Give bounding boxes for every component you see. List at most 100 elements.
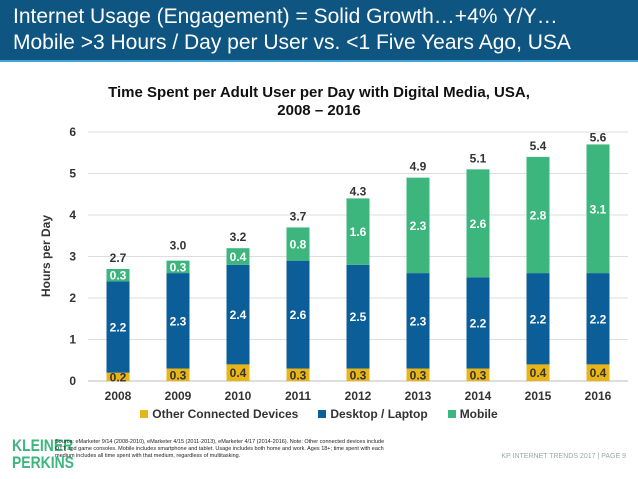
data-label: 2.5 — [350, 310, 367, 324]
y-tick-label: 2 — [69, 291, 76, 305]
page-footer: KP INTERNET TRENDS 2017 | PAGE 9 — [501, 453, 626, 460]
legend-swatch — [318, 410, 327, 418]
data-label: 2.3 — [410, 219, 427, 233]
legend-item: Desktop / Laptop — [318, 407, 428, 421]
bar-segment — [526, 364, 550, 381]
data-label: 0.3 — [350, 368, 367, 382]
x-tick-label: 2008 — [105, 389, 132, 403]
bar-segment — [466, 277, 490, 369]
legend-label: Other Connected Devices — [152, 407, 299, 421]
bar-segment — [106, 372, 130, 381]
data-label: 0.4 — [230, 250, 247, 264]
data-label: 0.4 — [590, 366, 607, 380]
legend-item: Other Connected Devices — [140, 407, 298, 421]
bar-segment — [226, 248, 250, 265]
bar-segment — [526, 273, 550, 365]
total-label: 3.7 — [290, 209, 307, 223]
y-tick-label: 0 — [69, 374, 76, 388]
legend-swatch — [447, 410, 456, 418]
bar-segment — [226, 364, 250, 381]
chart-title-line2: 2008 – 2016 — [277, 102, 361, 119]
total-label: 5.6 — [590, 131, 607, 145]
data-label: 2.8 — [530, 209, 547, 223]
x-tick-label: 2012 — [345, 389, 372, 403]
data-label: 2.2 — [590, 312, 607, 326]
data-label: 0.2 — [110, 370, 127, 384]
data-label: 1.6 — [350, 225, 367, 239]
x-tick-label: 2011 — [285, 389, 311, 403]
source-note: Source: eMarketer 9/14 (2008-2010), eMar… — [55, 439, 385, 459]
total-label: 3.0 — [170, 239, 187, 253]
data-label: 3.1 — [590, 202, 607, 216]
bar-segment — [586, 273, 610, 365]
slide-header: Internet Usage (Engagement) = Solid Grow… — [0, 0, 638, 62]
bar-segment — [586, 364, 610, 381]
total-label: 4.9 — [410, 160, 427, 174]
data-label: 0.4 — [530, 366, 547, 380]
bar-segment — [346, 264, 370, 369]
slide-title-line1: Internet Usage (Engagement) = Solid Grow… — [13, 5, 558, 28]
bar-segment — [466, 368, 490, 381]
bar-segment — [346, 368, 370, 381]
bar-segment — [166, 260, 190, 274]
bar-segment — [226, 264, 250, 365]
bar-segment — [406, 273, 430, 369]
bar-segment — [526, 156, 550, 274]
data-label: 0.3 — [290, 368, 307, 382]
bar-segment — [106, 268, 130, 282]
legend-item: Mobile — [447, 407, 498, 421]
chart-title-line1: Time Spent per Adult User per Day with D… — [108, 84, 530, 101]
data-label: 2.2 — [110, 321, 127, 335]
data-label: 2.3 — [410, 314, 427, 328]
bar-segment — [286, 227, 310, 261]
data-label: 0.4 — [230, 366, 247, 380]
legend-label: Desktop / Laptop — [330, 407, 428, 421]
total-label: 3.2 — [230, 230, 247, 244]
data-label: 0.3 — [110, 269, 127, 283]
total-label: 5.1 — [470, 151, 487, 165]
bar-segment — [166, 273, 190, 369]
data-label: 0.3 — [410, 368, 427, 382]
data-label: 0.3 — [470, 368, 487, 382]
x-tick-label: 2010 — [225, 389, 252, 403]
kleiner-perkins-logo: KLEINER PERKINS — [12, 436, 74, 472]
y-tick-label: 4 — [69, 208, 76, 222]
data-label: 0.3 — [170, 368, 187, 382]
x-tick-label: 2016 — [585, 389, 612, 403]
data-label: 2.6 — [470, 217, 487, 231]
data-label: 2.2 — [530, 312, 547, 326]
data-label: 2.2 — [470, 316, 487, 330]
bar-segment — [286, 260, 310, 369]
bar-segment — [466, 169, 490, 278]
slide-title-line2: Mobile >3 Hours / Day per User vs. <1 Fi… — [13, 31, 571, 54]
bar-segment — [346, 198, 370, 265]
total-label: 5.4 — [530, 139, 547, 153]
y-tick-label: 6 — [69, 125, 76, 139]
data-label: 2.4 — [230, 308, 247, 322]
data-label: 0.3 — [170, 260, 187, 274]
total-label: 2.7 — [110, 251, 127, 265]
data-label: 2.6 — [290, 308, 307, 322]
x-tick-label: 2013 — [405, 389, 432, 403]
bar-segment — [406, 177, 430, 274]
y-tick-label: 1 — [69, 333, 76, 347]
bar-segment — [406, 368, 430, 381]
x-tick-label: 2009 — [165, 389, 192, 403]
total-label: 4.3 — [350, 185, 367, 199]
y-tick-label: 3 — [69, 250, 76, 264]
chart-title: Time Spent per Adult User per Day with D… — [0, 84, 638, 120]
legend-swatch — [140, 410, 149, 418]
data-label: 0.8 — [290, 238, 307, 252]
data-label: 2.3 — [170, 314, 187, 328]
x-tick-label: 2014 — [465, 389, 492, 403]
y-axis-label: Hours per Day — [39, 215, 53, 297]
bar-segment — [586, 144, 610, 274]
y-tick-label: 5 — [69, 167, 76, 181]
legend: Other Connected Devices Desktop / Laptop M… — [0, 407, 638, 421]
legend-label: Mobile — [459, 407, 498, 421]
bar-segment — [286, 368, 310, 381]
bar-segment — [106, 281, 130, 373]
bar-segment — [166, 368, 190, 381]
x-tick-label: 2015 — [525, 389, 552, 403]
